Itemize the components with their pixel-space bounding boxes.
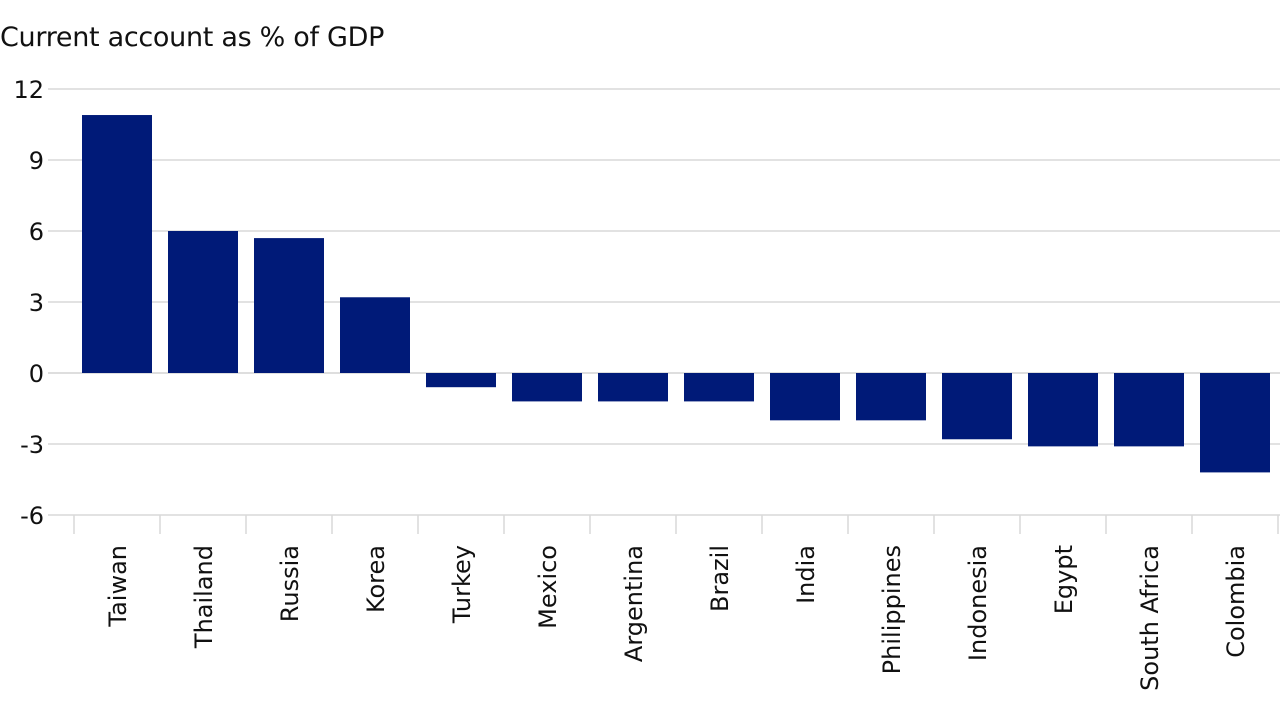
x-tick-label: Mexico — [534, 545, 562, 629]
y-tick-label: 3 — [29, 289, 44, 317]
x-tick-label: Philippines — [878, 545, 906, 674]
x-tick-label: Indonesia — [964, 545, 992, 661]
x-tick-label: Thailand — [190, 545, 218, 649]
bar-thailand — [168, 231, 238, 373]
x-tick-label: Brazil — [706, 545, 734, 612]
bars — [82, 115, 1270, 473]
y-tick-label: 6 — [29, 218, 44, 246]
y-tick-label: 12 — [13, 76, 44, 104]
bar-india — [770, 373, 840, 421]
chart-title: Current account as % of GDP — [0, 22, 385, 53]
bar-argentina — [598, 373, 668, 402]
y-tick-label: -6 — [20, 502, 44, 530]
x-tick-label: Taiwan — [104, 545, 132, 628]
bar-russia — [254, 238, 324, 373]
x-tick-label: Egypt — [1050, 545, 1078, 614]
bar-philippines — [856, 373, 926, 421]
bar-turkey — [426, 373, 496, 388]
x-tick-label: Argentina — [620, 545, 648, 662]
bar-mexico — [512, 373, 582, 402]
y-tick-label: 9 — [29, 147, 44, 175]
x-axis — [48, 514, 1280, 534]
x-axis-labels: Taiwan Thailand Russia Korea Turkey Mexico Arg… — [104, 545, 1250, 691]
bar-south-africa — [1114, 373, 1184, 447]
x-tick-label: India — [792, 545, 820, 604]
x-tick-label: Korea — [362, 545, 390, 613]
x-tick-label: Colombia — [1222, 545, 1250, 658]
y-tick-label: -3 — [20, 431, 44, 459]
bar-indonesia — [942, 373, 1012, 440]
y-tick-label: 0 — [29, 360, 44, 388]
bar-egypt — [1028, 373, 1098, 447]
x-tick-label: South Africa — [1136, 545, 1164, 691]
bar-korea — [340, 297, 410, 373]
bar-brazil — [684, 373, 754, 402]
bar-colombia — [1200, 373, 1270, 473]
bar-taiwan — [82, 115, 152, 374]
x-tick-label: Turkey — [448, 545, 476, 624]
y-axis-ticks: 12 9 6 3 0 -3 -6 — [13, 76, 44, 530]
x-tick-label: Russia — [276, 545, 304, 622]
